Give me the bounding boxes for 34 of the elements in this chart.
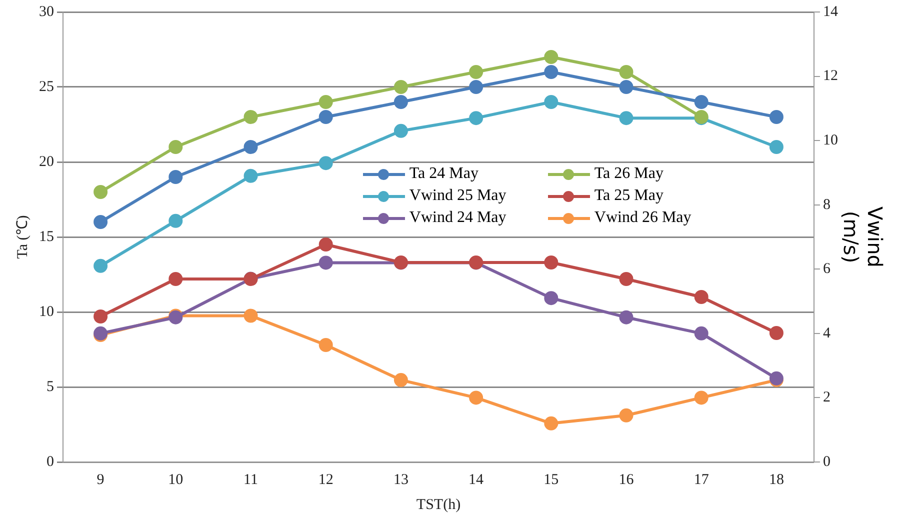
x-tick-label: 10 <box>168 472 184 488</box>
x-tick-label: 16 <box>618 472 634 488</box>
x-tick-label: 9 <box>96 472 104 488</box>
y2-tick-label: 8 <box>823 196 830 213</box>
y2-tick-label: 2 <box>823 390 830 406</box>
x-tick-label: 11 <box>244 472 258 488</box>
legend-label: Vwind 26 May <box>594 209 692 227</box>
legend-label: Ta 24 May <box>409 165 478 183</box>
y2-tick-label: 6 <box>823 261 831 278</box>
y-tick-label: 20 <box>39 154 54 170</box>
x-axis-title: TST(h) <box>416 496 461 513</box>
y-tick-label: 0 <box>46 454 54 470</box>
y2-tick-label: 0 <box>823 454 830 470</box>
y2-tick-label: 12 <box>823 68 838 84</box>
legend-label: Vwind 24 May <box>409 209 506 227</box>
y-tick-label: 5 <box>46 378 54 395</box>
x-tick-label: 15 <box>544 472 559 488</box>
x-tick-label: 17 <box>694 472 710 488</box>
x-tick-label: 12 <box>318 472 334 488</box>
y2-tick-label: 4 <box>823 325 831 342</box>
x-tick-label: 14 <box>468 472 484 488</box>
legend-label: Ta 25 May <box>594 187 664 205</box>
x-tick-label: 13 <box>393 472 408 488</box>
legend-label: Vwind 25 May <box>409 187 506 205</box>
y-tick-label: 25 <box>39 78 54 95</box>
y-tick-label: 15 <box>39 228 54 245</box>
y-axis-title: Ta (℃) <box>14 215 31 259</box>
y2-axis-title: Vwind (m/s) <box>839 206 887 268</box>
x-tick-label: 18 <box>768 472 784 488</box>
y-tick-label: 10 <box>39 304 54 320</box>
legend-label: Ta 26 May <box>594 165 664 183</box>
y-tick-label: 30 <box>39 4 54 20</box>
y2-tick-label: 10 <box>823 132 838 149</box>
y2-tick-label: 14 <box>823 4 838 20</box>
